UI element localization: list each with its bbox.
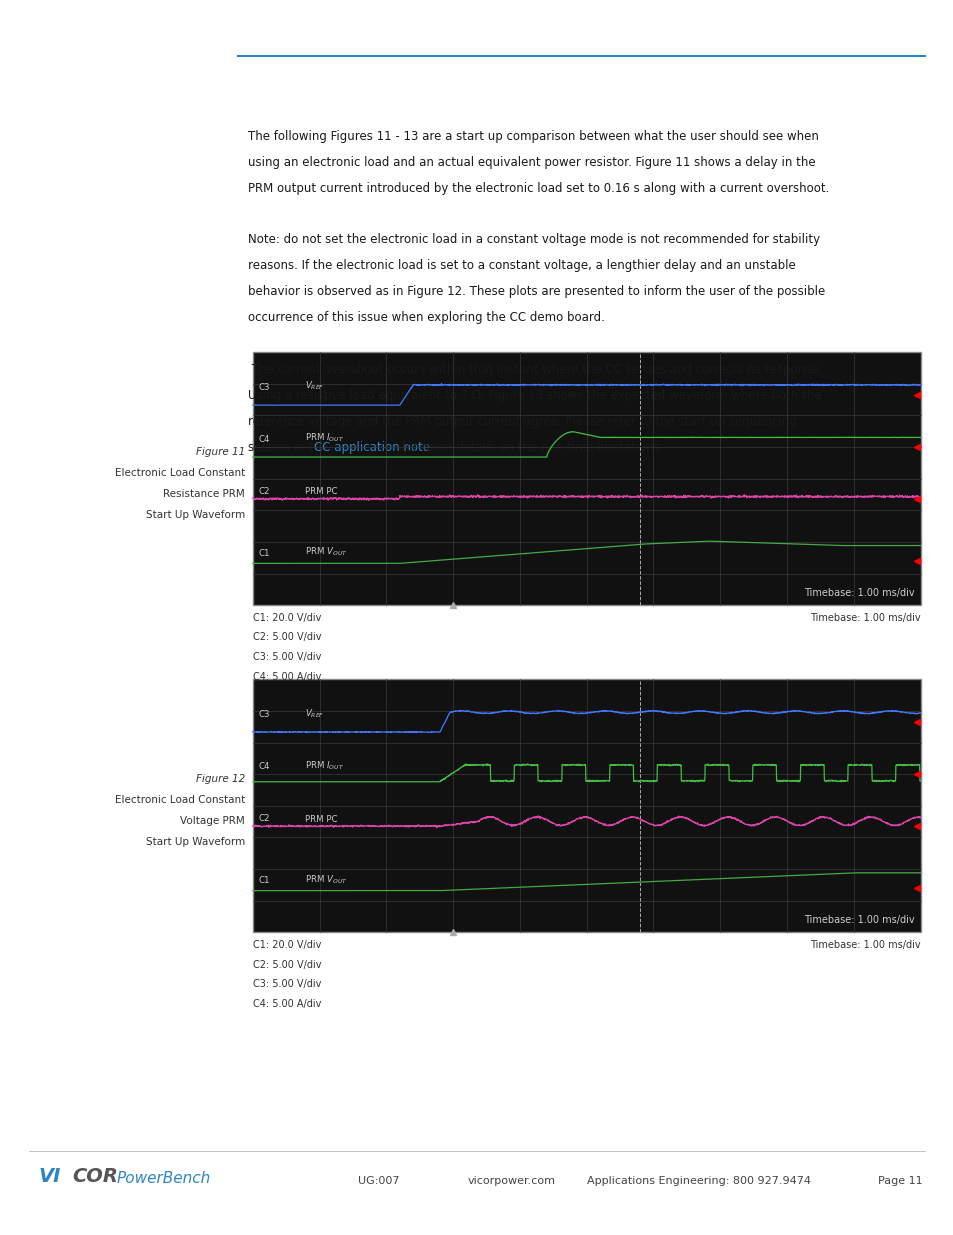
Text: C4: C4	[258, 435, 270, 443]
Text: Timebase: 1.00 ms/div: Timebase: 1.00 ms/div	[809, 613, 920, 622]
Text: PRM $I_{OUT}$: PRM $I_{OUT}$	[305, 760, 344, 772]
Text: reasons. If the electronic load is set to a constant voltage, a lengthier delay : reasons. If the electronic load is set t…	[248, 259, 795, 273]
Text: The current overshoot occurs within that instant where the CC senses and correct: The current overshoot occurs within that…	[248, 363, 821, 377]
Text: C1: 20.0 V/div: C1: 20.0 V/div	[253, 940, 321, 950]
Text: $V_{REF}$: $V_{REF}$	[305, 380, 324, 393]
Text: C2: C2	[258, 487, 270, 495]
Text: Electronic Load Constant: Electronic Load Constant	[114, 795, 245, 805]
Text: behavior is observed as in Figure 12. These plots are presented to inform the us: behavior is observed as in Figure 12. Th…	[248, 285, 824, 299]
Text: reference voltage and the PRM output current agree. Please refer to the start up: reference voltage and the PRM output cur…	[248, 415, 796, 429]
Text: PRM PC: PRM PC	[305, 488, 337, 496]
Text: for more details on the rise time limitations.: for more details on the rise time limita…	[398, 441, 663, 454]
Text: C1: 20.0 V/div: C1: 20.0 V/div	[253, 613, 321, 622]
Text: Figure 12: Figure 12	[195, 774, 245, 784]
Text: vicorpower.com: vicorpower.com	[467, 1176, 555, 1186]
Text: C4: 5.00 A/div: C4: 5.00 A/div	[253, 672, 321, 682]
Text: Resistance PRM: Resistance PRM	[163, 489, 245, 499]
Text: PRM output current introduced by the electronic load set to 0.16 s along with a : PRM output current introduced by the ele…	[248, 182, 828, 195]
Text: CC application note: CC application note	[314, 441, 430, 454]
Text: C3: 5.00 V/div: C3: 5.00 V/div	[253, 652, 321, 662]
Text: COR: COR	[72, 1167, 118, 1186]
Text: section in the: section in the	[248, 441, 332, 454]
Text: PRM $V_{OUT}$: PRM $V_{OUT}$	[305, 873, 348, 885]
Text: C3: C3	[258, 710, 270, 719]
Text: C2: 5.00 V/div: C2: 5.00 V/div	[253, 960, 321, 969]
Text: Electronic Load Constant: Electronic Load Constant	[114, 468, 245, 478]
Text: The following Figures 11 - 13 are a start up comparison between what the user sh: The following Figures 11 - 13 are a star…	[248, 130, 818, 143]
Text: PRM $V_{OUT}$: PRM $V_{OUT}$	[305, 546, 348, 558]
Text: C2: C2	[258, 814, 270, 823]
Text: C3: C3	[258, 383, 270, 391]
Text: C1: C1	[258, 548, 270, 558]
Text: C1: C1	[258, 876, 270, 885]
Text: C3: 5.00 V/div: C3: 5.00 V/div	[253, 979, 321, 989]
Bar	[253, 352, 920, 605]
Text: C4: C4	[258, 762, 270, 771]
Text: using an electronic load and an actual equivalent power resistor. Figure 11 show: using an electronic load and an actual e…	[248, 156, 815, 169]
Text: PRM $I_{OUT}$: PRM $I_{OUT}$	[305, 432, 344, 445]
Text: Voltage PRM: Voltage PRM	[180, 816, 245, 826]
Text: Start Up Waveform: Start Up Waveform	[146, 837, 245, 847]
Bar	[253, 679, 920, 932]
Text: C4: 5.00 A/div: C4: 5.00 A/div	[253, 999, 321, 1009]
Text: Timebase: 1.00 ms/div: Timebase: 1.00 ms/div	[809, 940, 920, 950]
Text: Start Up Waveform: Start Up Waveform	[146, 510, 245, 520]
Text: Applications Engineering: 800 927.9474: Applications Engineering: 800 927.9474	[586, 1176, 810, 1186]
Text: $V_{REF}$: $V_{REF}$	[305, 708, 324, 720]
Text: Page 11: Page 11	[877, 1176, 922, 1186]
Text: Figure 11: Figure 11	[195, 447, 245, 457]
Text: Note: do not set the electronic load in a constant voltage mode is not recommend: Note: do not set the electronic load in …	[248, 233, 820, 247]
Text: Using a resistive load equivalent to 7 Ω, Figure 13 shows the expected waveform : Using a resistive load equivalent to 7 Ω…	[248, 389, 821, 403]
Text: UG:007: UG:007	[357, 1176, 399, 1186]
Text: Timebase: 1.00 ms/div: Timebase: 1.00 ms/div	[803, 915, 914, 925]
Text: VI: VI	[38, 1167, 60, 1186]
Text: PRM PC: PRM PC	[305, 815, 337, 824]
Text: Timebase: 1.00 ms/div: Timebase: 1.00 ms/div	[803, 588, 914, 598]
Text: occurrence of this issue when exploring the CC demo board.: occurrence of this issue when exploring …	[248, 311, 604, 325]
Text: PowerBench: PowerBench	[116, 1171, 211, 1186]
Text: C2: 5.00 V/div: C2: 5.00 V/div	[253, 632, 321, 642]
